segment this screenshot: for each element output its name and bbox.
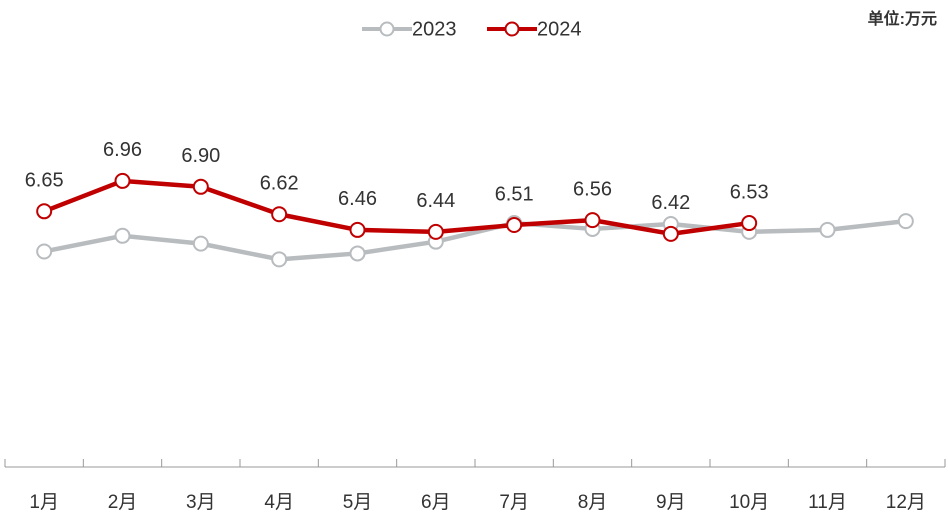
data-label: 6.44 <box>416 190 455 212</box>
x-tick-label: 8月 <box>578 492 608 513</box>
point <box>271 206 288 223</box>
x-tick-label: 3月 <box>186 492 216 513</box>
x-tick-label: 1月 <box>29 492 59 513</box>
point <box>819 221 836 238</box>
data-label: 6.46 <box>338 188 377 210</box>
point <box>349 221 366 238</box>
legend-marker <box>504 21 520 37</box>
point <box>192 178 209 195</box>
data-label: 6.56 <box>573 178 612 200</box>
legend-marker <box>379 21 395 37</box>
point <box>114 227 131 244</box>
x-tick-label: 11月 <box>808 492 847 513</box>
data-label: 6.42 <box>651 192 690 214</box>
x-tick-label: 10月 <box>729 492 769 513</box>
x-tick-label: 5月 <box>343 492 373 513</box>
data-label: 6.96 <box>103 139 142 161</box>
series-line <box>43 218 907 262</box>
x-tick-label: 12月 <box>886 492 926 513</box>
point <box>192 235 209 252</box>
point <box>36 243 53 260</box>
unit-label: 单位:万元 <box>868 9 937 28</box>
point <box>427 223 444 240</box>
series-line <box>43 178 750 237</box>
point <box>349 245 366 262</box>
x-tick-label: 4月 <box>264 492 294 513</box>
data-label: 6.90 <box>181 145 220 167</box>
data-label: 6.51 <box>495 183 534 205</box>
data-label: 6.62 <box>260 173 299 195</box>
legend-label: 2023 <box>412 18 457 40</box>
point <box>741 215 758 232</box>
point <box>897 213 914 230</box>
point <box>114 172 131 189</box>
x-tick-label: 7月 <box>499 492 529 513</box>
x-tick-label: 6月 <box>421 492 451 513</box>
data-label: 6.65 <box>25 170 64 192</box>
data-label: 6.53 <box>730 181 769 203</box>
point <box>584 212 601 229</box>
point <box>506 217 523 234</box>
point <box>271 251 288 268</box>
x-tick-label: 9月 <box>656 492 686 513</box>
point <box>36 203 53 220</box>
x-tick-label: 2月 <box>108 492 138 513</box>
legend-label: 2024 <box>537 18 582 40</box>
point <box>662 225 679 242</box>
